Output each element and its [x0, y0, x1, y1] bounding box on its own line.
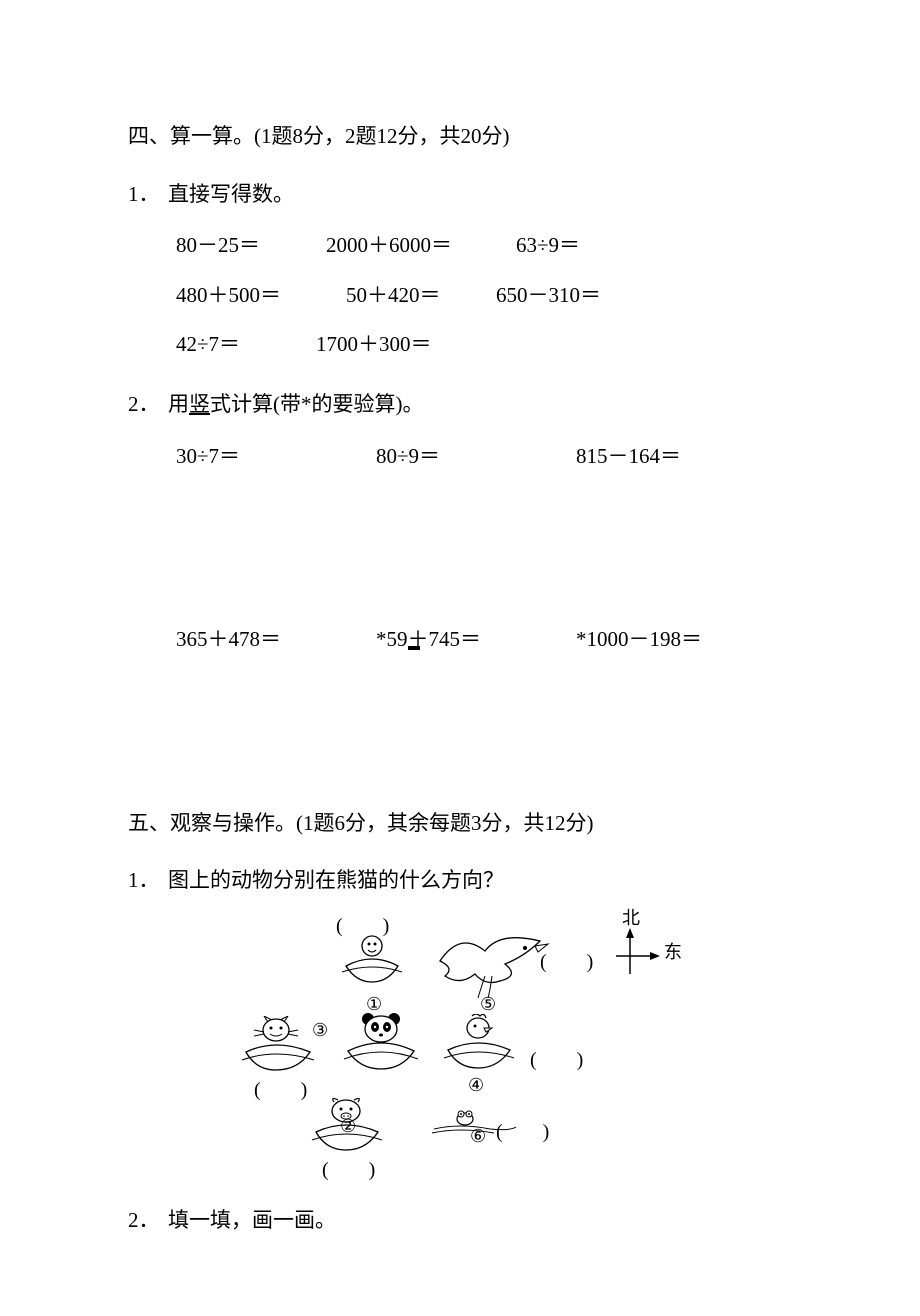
- section4-title: 四、算一算。(1题8分，2题12分，共20分): [128, 120, 792, 154]
- calc-item: 42÷7＝: [176, 328, 316, 362]
- calc-item: 480＋500＝: [176, 279, 346, 313]
- calc-item: 1700＋300＝: [316, 328, 486, 362]
- q2-label: 2．: [128, 1204, 168, 1238]
- blank-2: ( ): [322, 1154, 375, 1186]
- section5-q1: 1．图上的动物分别在熊猫的什么方向？: [128, 864, 792, 898]
- q2-text-underline: 竖: [189, 392, 210, 416]
- direction-figure: 北 东 ( ) ①: [240, 916, 680, 1176]
- calc-item: 80－25＝: [176, 229, 326, 263]
- blank-3: ( ): [254, 1074, 307, 1106]
- compass-north: 北: [622, 904, 640, 933]
- calc-item: 80÷9＝: [376, 440, 576, 474]
- blank-6: ( ): [496, 1116, 549, 1148]
- compass-east: 东: [664, 938, 682, 967]
- blank-4: ( ): [530, 1044, 583, 1076]
- q2-text: 填一填，画一画。: [168, 1208, 336, 1232]
- q2-row2: 365＋478＝ *59＋745＝ *1000－198＝: [128, 623, 792, 657]
- calc-item: *59＋745＝: [376, 623, 576, 657]
- q1-label: 1．: [128, 864, 168, 898]
- calc-item: 365＋478＝: [176, 623, 376, 657]
- section5-q2: 2．填一填，画一画。: [128, 1204, 792, 1238]
- blank-5: ( ): [540, 946, 593, 978]
- page-marker-icon: [408, 646, 420, 650]
- calc-item: 650－310＝: [496, 279, 686, 313]
- section4-q1: 1．直接写得数。: [128, 178, 792, 212]
- q2-row1: 30÷7＝ 80÷9＝ 815－164＝: [128, 440, 792, 474]
- calc-item: *1000－198＝: [576, 623, 776, 657]
- circled-6: ⑥: [470, 1122, 486, 1151]
- penguin-boat-icon: [338, 932, 406, 995]
- q1-text: 直接写得数。: [168, 182, 294, 206]
- q1-text: 图上的动物分别在熊猫的什么方向？: [168, 868, 504, 892]
- q2-text-pre: 用: [168, 392, 189, 416]
- circled-2: ②: [340, 1112, 356, 1141]
- section4-q2: 2．用竖式计算(带*的要验算)。: [128, 388, 792, 422]
- q1-label: 1．: [128, 178, 168, 212]
- section5-title: 五、观察与操作。(1题6分，其余每题3分，共12分): [128, 807, 792, 841]
- panda-boat-icon: [340, 1011, 422, 1084]
- calc-item: 2000＋6000＝: [326, 229, 516, 263]
- circled-4: ④: [468, 1071, 484, 1100]
- calc-item: 50＋420＝: [346, 279, 496, 313]
- compass-icon: [610, 924, 670, 990]
- q2-label: 2．: [128, 388, 168, 422]
- calc-item: 815－164＝: [576, 440, 776, 474]
- q2-text-post: 式计算(带*的要验算)。: [210, 392, 424, 416]
- calc-item: 63÷9＝: [516, 229, 656, 263]
- calc-item: 30÷7＝: [176, 440, 376, 474]
- q1-items: 80－25＝ 2000＋6000＝ 63÷9＝ 480＋500＝ 50＋420＝…: [128, 229, 792, 378]
- circled-3: ③: [312, 1016, 328, 1045]
